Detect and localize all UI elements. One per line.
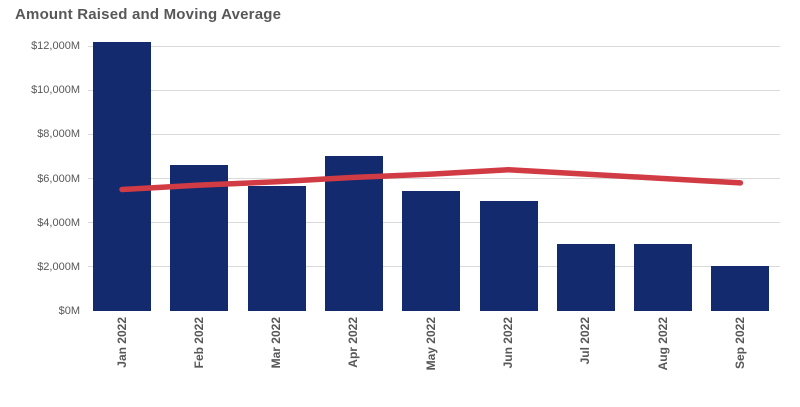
x-axis-tick-label: Apr 2022 — [346, 317, 361, 368]
bar-jul-2022 — [556, 243, 615, 311]
bar-sep-2022 — [711, 265, 770, 311]
x-axis-tick-label: Jan 2022 — [114, 317, 129, 368]
gridline — [88, 45, 780, 47]
bar-aug-2022 — [634, 243, 693, 311]
x-axis-tick-label: Jun 2022 — [501, 317, 515, 369]
x-axis-tick-label: Sep 2022 — [732, 317, 747, 370]
chart-title: Amount Raised and Moving Average — [15, 6, 282, 23]
bar-apr-2022 — [324, 156, 383, 311]
y-axis-tick-label: $2,000M — [37, 260, 80, 273]
y-axis-tick-label: $10,000M — [31, 84, 80, 97]
y-axis-tick-label: $6,000M — [37, 172, 80, 185]
x-axis-tick-label: May 2022 — [423, 317, 438, 371]
gridline — [88, 133, 780, 135]
y-axis-tick-label: $4,000M — [37, 216, 80, 229]
x-axis-tick-label: Aug 2022 — [655, 317, 670, 371]
bar-feb-2022 — [170, 165, 229, 311]
bar-jun-2022 — [479, 200, 538, 311]
y-axis-tick-label: $12,000M — [31, 40, 80, 52]
bar-jan-2022 — [93, 41, 151, 311]
bar-mar-2022 — [247, 186, 306, 311]
bar-may-2022 — [402, 190, 461, 311]
x-axis-tick-label: Mar 2022 — [269, 317, 284, 369]
x-axis-tick-label: Jul 2022 — [578, 317, 593, 365]
y-axis-tick-label: $8,000M — [37, 128, 80, 141]
x-axis-tick-label: Feb 2022 — [191, 317, 206, 369]
y-axis-tick-label: $0M — [58, 305, 80, 317]
gridline — [88, 89, 780, 91]
